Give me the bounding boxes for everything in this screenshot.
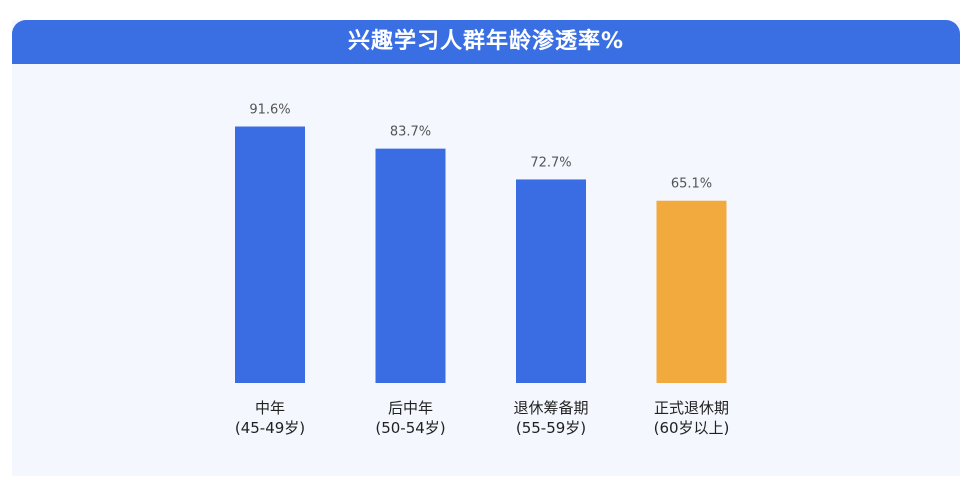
bar [656,200,727,383]
category-label: 正式退休期 [654,399,729,417]
bar-chart: 91.6% 中年 (45-49岁) 83.7% 后中年 (50-54岁) 72.7% 退休筹备… [235,103,730,437]
bar [235,126,305,384]
bar [375,148,446,383]
category-label: 中年 [255,399,285,417]
bar [516,179,586,383]
data-label: 83.7% [390,125,431,140]
data-label: 65.1% [671,177,712,192]
category-label: (50-54岁) [375,419,445,437]
data-label: 72.7% [530,155,571,170]
data-label: 91.6% [249,103,290,118]
chart-title: 兴趣学习人群年龄渗透率% [12,20,960,64]
category-label: 后中年 [388,399,433,417]
category-label: (45-49岁) [235,419,305,437]
category-label: 退休筹备期 [513,399,588,417]
category-label: (60岁以上) [654,419,730,437]
chart-card: 兴趣学习人群年龄渗透率% 91.6% 中年 (45-49岁) 83.7% 后中年 (50-… [12,20,960,476]
category-label: (55-59岁) [516,419,586,437]
